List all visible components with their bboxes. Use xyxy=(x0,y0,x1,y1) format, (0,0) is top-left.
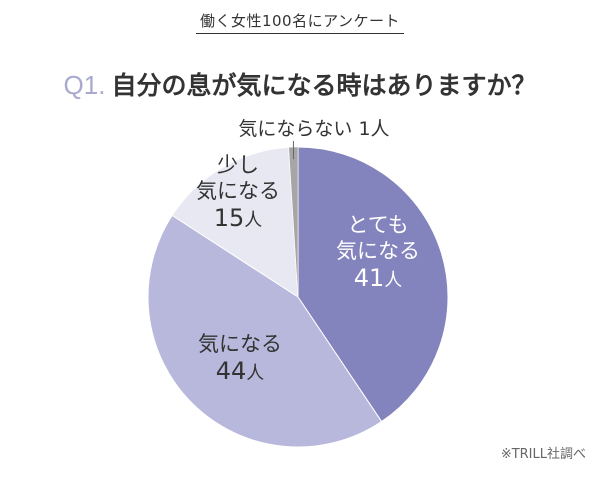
pie-slice-0 xyxy=(297,146,449,423)
slice-value-0: 41人 xyxy=(354,264,403,292)
slice-label-2-line-0: 少し xyxy=(217,153,259,177)
slice-value-number: 41 xyxy=(354,264,385,292)
slice-value-1: 44人 xyxy=(216,357,265,385)
survey-title: 働く女性100名にアンケート xyxy=(0,10,600,34)
question-heading: Q1. 自分の息が気になる時はありますか？ xyxy=(0,66,600,102)
slice-label-1-line-0: 気になる xyxy=(198,332,282,356)
question-text: 自分の息が気になる時はありますか？ xyxy=(111,71,537,100)
pie-slice-1 xyxy=(147,214,383,448)
slice-label-0-line-1: 気になる xyxy=(336,239,420,263)
pie-slices xyxy=(147,146,449,448)
question-number: Q1. xyxy=(63,70,106,100)
slice-value-unit: 人 xyxy=(246,363,264,384)
source-note: ※TRILL社調べ xyxy=(500,447,586,462)
slice-label-2-line-1: 気になる xyxy=(196,179,280,203)
slice-value-unit: 人 xyxy=(384,270,402,291)
pie-slice-2 xyxy=(171,146,299,298)
slice-value-number: 44 xyxy=(216,357,247,385)
survey-title-text: 働く女性100名にアンケート xyxy=(195,10,405,34)
slice-label-0-line-0: とても xyxy=(347,213,408,237)
slice-value-2: 15人 xyxy=(214,204,263,232)
slice-value-unit: 人 xyxy=(244,210,262,231)
slice-value-number: 15 xyxy=(214,204,245,232)
slice-label-3: 気にならない 1人 xyxy=(238,118,389,140)
